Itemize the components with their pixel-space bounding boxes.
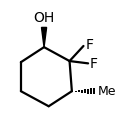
Text: F: F [85, 38, 93, 52]
Polygon shape [42, 27, 47, 47]
Text: Me: Me [98, 85, 116, 98]
Text: F: F [90, 57, 98, 71]
Text: OH: OH [33, 10, 55, 24]
